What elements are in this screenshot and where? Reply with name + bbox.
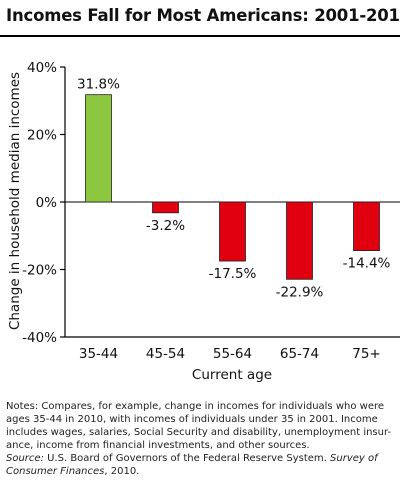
chart-title: Incomes Fall for Most Americans: 2001-20… [6, 6, 400, 25]
value-labels: 31.8% -3.2% -17.5% -22.9% -14.4% [77, 77, 390, 301]
bar [353, 201, 380, 251]
x-tick-label: 35-44 [79, 346, 118, 362]
x-tick-label: 45-54 [146, 346, 185, 362]
source-line: Source: U.S. Board of Governors of the F… [6, 452, 396, 478]
bars [85, 94, 380, 280]
y-tick-label: 0% [36, 195, 58, 211]
notes-line: ance, income from financial investments,… [6, 440, 310, 451]
y-tick-label: 40% [27, 60, 57, 76]
bar [219, 201, 246, 262]
y-tick-label: 20% [27, 128, 57, 144]
source-label: Source: [6, 453, 44, 464]
y-axis: 40% 20% 0% -20% -40% [22, 60, 66, 346]
title-rule [0, 35, 400, 37]
y-axis-label: Change in household median incomes [7, 72, 23, 330]
notes-line: Notes: Compares, for example, change in … [6, 401, 385, 412]
x-axis-label: Current age [192, 367, 272, 383]
bar [85, 94, 112, 203]
y-tick-label: -40% [22, 330, 57, 346]
bar [152, 201, 179, 214]
chart-notes: Notes: Compares, for example, change in … [6, 400, 396, 478]
bar-value-label: -22.9% [276, 284, 324, 300]
bar-value-label: -17.5% [209, 266, 257, 282]
x-tick-label: 75+ [352, 346, 381, 362]
x-axis: 35-44 45-54 55-64 65-74 75+ [65, 201, 400, 362]
bar-value-label: -3.2% [146, 218, 185, 234]
bar-value-label: 31.8% [77, 77, 120, 93]
notes-line: includes wages, salaries, Social Securit… [6, 427, 392, 438]
survey-name: Survey of Consumer Finances [6, 453, 378, 477]
x-tick-label: 55-64 [213, 346, 252, 362]
source-text: U.S. Board of Governors of the Federal R… [43, 453, 331, 464]
y-tick-label: -20% [22, 263, 57, 279]
bar [286, 201, 313, 280]
notes-line: ages 35-44 in 2010, with incomes of indi… [6, 414, 378, 425]
x-tick-label: 65-74 [280, 346, 319, 362]
survey-year: , 2010. [104, 466, 140, 477]
bar-chart: 40% 20% 0% -20% -40% 35-44 45-54 55-64 65-74 75+… [7, 60, 400, 383]
bar-value-label: -14.4% [343, 256, 391, 272]
